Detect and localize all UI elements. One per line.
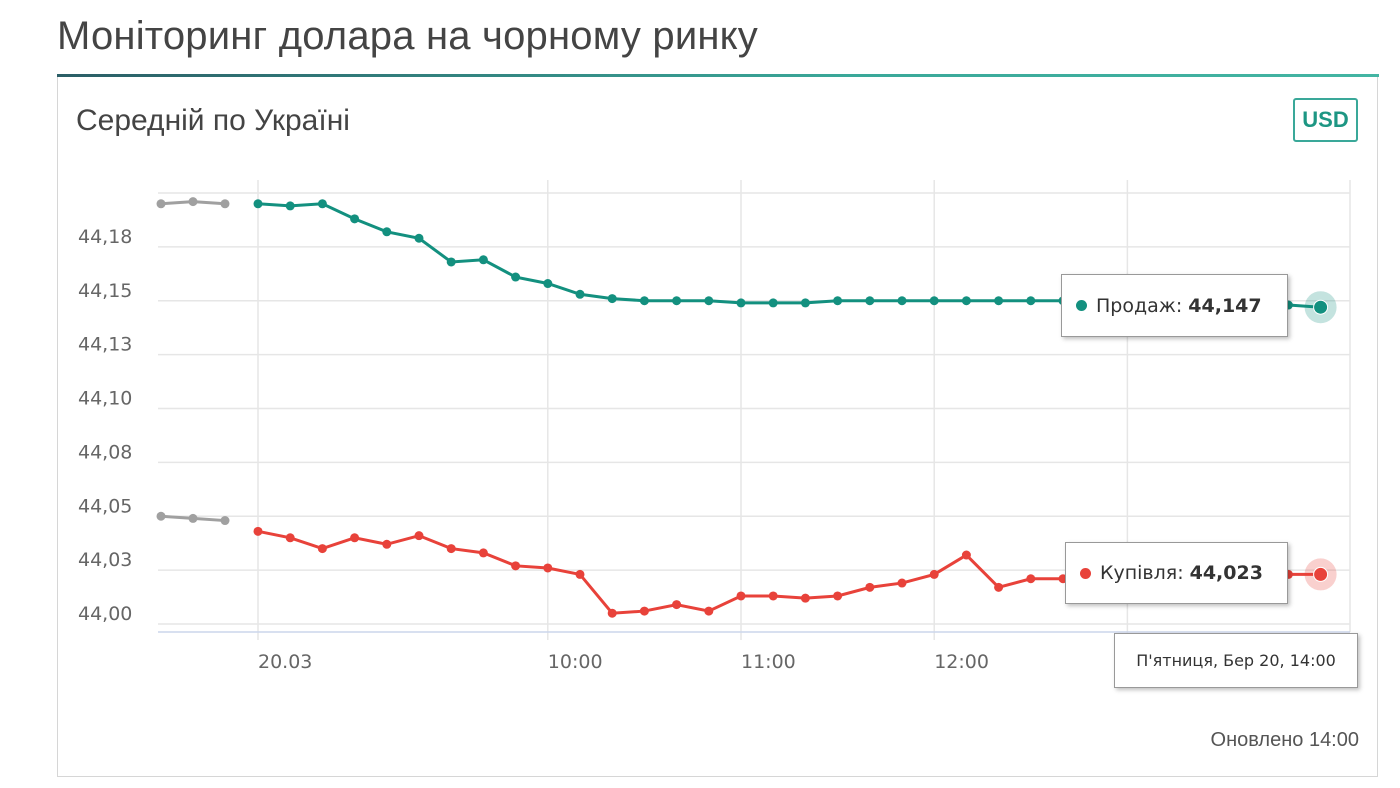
buy-legend-dot [1080, 567, 1091, 579]
buy-point [704, 606, 714, 616]
buy-point [768, 591, 778, 601]
date-tooltip: П'ятниця, Бер 20, 14:00 [1114, 633, 1358, 688]
y-tick-label: 44,15 [78, 280, 132, 302]
buy-point [833, 591, 843, 601]
buy-point [285, 533, 295, 543]
sell-point [833, 296, 843, 306]
buy-tooltip: Купівля: 44,023 [1065, 542, 1288, 604]
x-tick-label: 12:00 [934, 651, 989, 673]
sell-point [961, 296, 971, 306]
sell-tooltip-label: Продаж: [1096, 294, 1183, 317]
buy-active-point [1313, 566, 1329, 582]
buy-point [253, 526, 263, 536]
buy-point [607, 608, 617, 618]
sell-point [1026, 296, 1036, 306]
sell-point [768, 298, 778, 308]
y-tick-label: 44,10 [78, 388, 132, 410]
buy-point [672, 600, 682, 610]
buy-point [639, 606, 649, 616]
buy-point [994, 582, 1004, 592]
updated-time: Оновлено 14:00 [1210, 729, 1359, 751]
sell-point [478, 255, 488, 265]
buy-point [414, 531, 424, 541]
card-title: Середній по Україні [76, 104, 350, 137]
buy-previous-point [220, 516, 230, 526]
x-tick-label: 11:00 [741, 651, 796, 673]
buy-point [543, 563, 553, 573]
buy-point [478, 548, 488, 558]
card-accent-bar [57, 74, 1379, 77]
buy-tooltip-value: 44,023 [1189, 562, 1263, 584]
date-tooltip-text: П'ятниця, Бер 20, 14:00 [1136, 651, 1336, 670]
buy-point [350, 533, 360, 543]
sell-tooltip-value: 44,147 [1188, 294, 1262, 317]
sell-point [800, 298, 810, 308]
sell-point [704, 296, 714, 306]
sell-tooltip: Продаж: 44,147 [1061, 274, 1288, 337]
buy-point [800, 593, 810, 603]
sell-point [639, 296, 649, 306]
y-tick-label: 44,13 [78, 334, 132, 356]
sell-legend-dot [1076, 300, 1087, 311]
buy-previous-point [188, 513, 198, 523]
sell-point [994, 296, 1004, 306]
sell-point [285, 201, 295, 211]
buy-point [382, 539, 392, 549]
sell-point [350, 214, 360, 224]
sell-previous-point [220, 199, 230, 209]
page-title: Моніторинг долара на чорному ринку [57, 14, 758, 58]
sell-previous-point [188, 197, 198, 207]
currency-usd-button[interactable]: USD [1293, 98, 1358, 142]
sell-point [736, 298, 746, 308]
y-tick-label: 44,00 [78, 603, 132, 625]
rate-card [57, 74, 1378, 777]
buy-point [575, 569, 585, 579]
sell-point [317, 199, 327, 209]
buy-point [961, 550, 971, 560]
x-tick-label: 10:00 [548, 651, 603, 673]
buy-point [511, 561, 521, 571]
buy-point [446, 544, 456, 554]
buy-point [736, 591, 746, 601]
sell-point [446, 257, 456, 267]
buy-point [317, 544, 327, 554]
buy-point [865, 582, 875, 592]
buy-point [929, 569, 939, 579]
y-tick-label: 44,18 [78, 226, 132, 248]
sell-point [865, 296, 875, 306]
sell-point [897, 296, 907, 306]
sell-point [414, 233, 424, 243]
y-tick-label: 44,03 [78, 549, 132, 571]
buy-point [897, 578, 907, 588]
sell-active-point [1313, 299, 1329, 315]
x-tick-label: 20.03 [258, 651, 312, 673]
buy-tooltip-label: Купівля: [1100, 562, 1184, 584]
y-tick-label: 44,05 [78, 495, 132, 517]
buy-point [1026, 574, 1036, 584]
sell-point [543, 279, 553, 289]
sell-point [382, 227, 392, 237]
sell-point [929, 296, 939, 306]
sell-point [672, 296, 682, 306]
sell-point [511, 272, 521, 282]
sell-previous-point [156, 199, 166, 209]
buy-previous-point [156, 511, 166, 521]
sell-point [607, 294, 617, 304]
sell-point [253, 199, 263, 209]
y-tick-label: 44,08 [78, 441, 132, 463]
sell-point [575, 289, 585, 299]
